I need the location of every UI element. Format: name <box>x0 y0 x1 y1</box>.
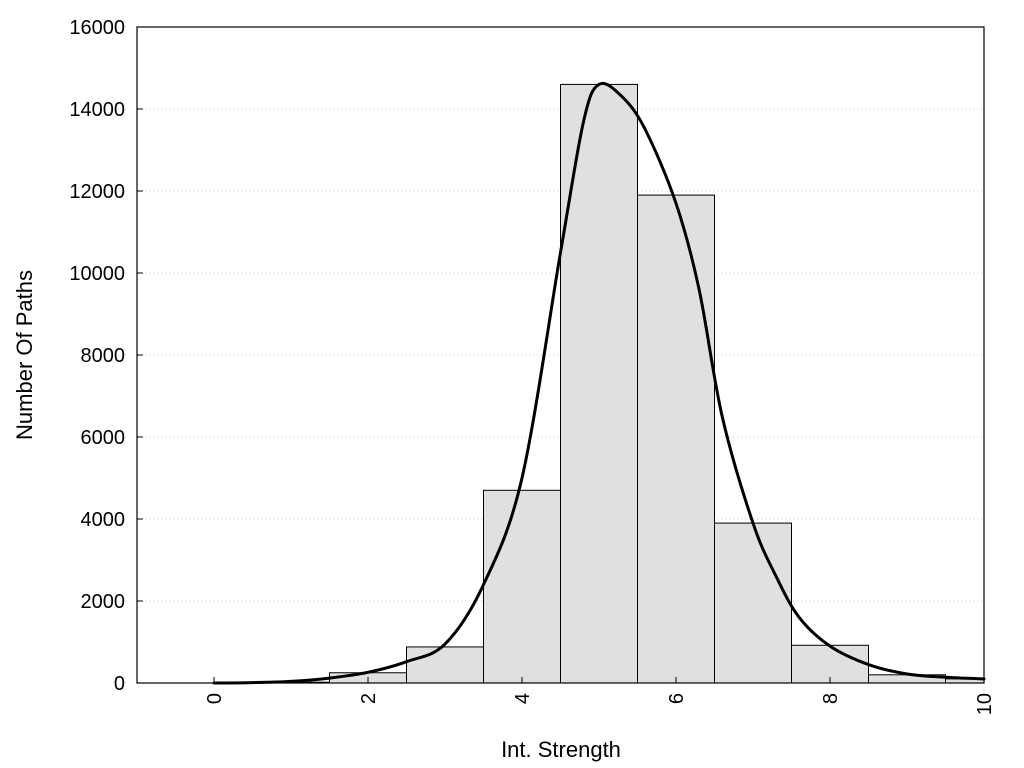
histogram-bar <box>791 644 869 684</box>
x-axis-title: Int. Strength <box>501 737 621 762</box>
histogram-bar <box>560 83 638 684</box>
y-tick-label: 2000 <box>81 591 126 613</box>
y-tick-label: 0 <box>114 673 125 695</box>
x-tick-label: 10 <box>974 693 996 715</box>
histogram-bar <box>637 194 715 684</box>
x-tick-label: 2 <box>358 693 380 704</box>
histogram-bar <box>714 522 792 684</box>
curve-layer <box>212 81 986 685</box>
y-tick-label: 10000 <box>69 263 125 285</box>
y-axis-title: Number Of Paths <box>12 270 37 440</box>
y-tick-label: 8000 <box>81 345 126 367</box>
y-tick-label: 16000 <box>69 17 125 39</box>
histogram-bar <box>483 489 561 684</box>
y-tick-label: 12000 <box>69 181 125 203</box>
x-tick-label: 8 <box>820 693 842 704</box>
bar-layer <box>252 83 985 684</box>
x-tick-label: 6 <box>666 693 688 704</box>
y-tick-label: 4000 <box>81 509 126 531</box>
x-tick-label: 4 <box>512 693 534 704</box>
y-tick-label: 14000 <box>69 99 125 121</box>
histogram-bar <box>406 646 484 684</box>
x-tick-label: 0 <box>204 693 226 704</box>
y-tick-label: 6000 <box>81 427 126 449</box>
density-curve <box>212 81 986 685</box>
x-axis: 0 2 4 6 8 10 <box>204 677 996 715</box>
y-axis: 0 2000 4000 6000 8000 10000 12000 14000 16000 <box>69 17 143 695</box>
